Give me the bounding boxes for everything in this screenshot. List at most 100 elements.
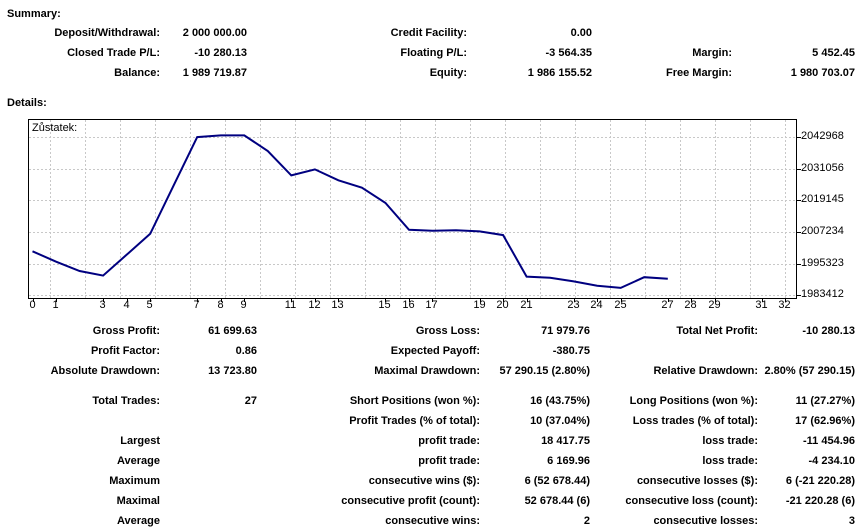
total-net-profit-label: Total Net Profit:: [676, 325, 758, 337]
largest-loss-trade-label: loss trade:: [702, 435, 758, 447]
y-axis-label: 2019145: [801, 192, 844, 205]
credit-facility-label: Credit Facility:: [390, 27, 467, 39]
average-consecutive-losses-value: 3: [848, 515, 855, 527]
margin-value: 5 452.45: [812, 47, 855, 59]
long-positions-value: 11 (27.27%): [795, 395, 855, 407]
consecutive-loss-count-label: consecutive loss (count):: [625, 495, 758, 507]
y-axis-label: 1995323: [801, 256, 844, 269]
stats-row: Average profit trade: 6 169.96 loss trad…: [0, 455, 864, 469]
x-axis-label: 32: [778, 299, 791, 311]
absolute-drawdown-label: Absolute Drawdown:: [50, 365, 160, 377]
x-axis-label: 7: [193, 299, 200, 311]
x-axis-label: 27: [661, 299, 674, 311]
balance-chart-svg: [29, 120, 801, 302]
stats-row: Largest profit trade: 18 417.75 loss tra…: [0, 435, 864, 449]
x-axis-label: 11: [284, 299, 297, 311]
average-loss-trade-value: -4 234.10: [808, 455, 855, 467]
absolute-drawdown-value: 13 723.80: [208, 365, 257, 377]
loss-trades-value: 17 (62.96%): [795, 415, 855, 427]
consecutive-wins-money-value: 6 (52 678.44): [524, 475, 590, 487]
summary-row: Closed Trade P/L: -10 280.13 Floating P/…: [0, 47, 864, 61]
maximum-label: Maximum: [109, 475, 160, 487]
balance-line: [32, 134, 668, 289]
profit-factor-label: Profit Factor:: [90, 345, 160, 357]
details-heading: Details:: [7, 97, 47, 109]
total-net-profit-value: -10 280.13: [802, 325, 855, 337]
x-axis-label: 31: [755, 299, 768, 311]
largest-loss-trade-value: -11 454.96: [803, 435, 855, 447]
stats-row: Maximal consecutive profit (count): 52 6…: [0, 495, 864, 509]
stats-row: Profit Factor: 0.86 Expected Payoff: -38…: [0, 345, 864, 359]
average-consecutive-label: Average: [116, 515, 160, 527]
loss-trades-label: Loss trades (% of total):: [632, 415, 758, 427]
equity-value: 1 986 155.52: [527, 67, 592, 79]
stats-row: Gross Profit: 61 699.63 Gross Loss: 71 9…: [0, 325, 864, 339]
balance-chart: Zůstatek:: [28, 119, 801, 302]
x-axis-label: 3: [99, 299, 106, 311]
balance-label: Balance:: [114, 67, 160, 79]
gross-profit-value: 61 699.63: [208, 325, 257, 337]
profit-trades-value: 10 (37.04%): [530, 415, 590, 427]
deposit-withdrawal-value: 2 000 000.00: [182, 27, 247, 39]
consecutive-profit-count-label: consecutive profit (count):: [341, 495, 480, 507]
floating-pl-label: Floating P/L:: [400, 47, 467, 59]
average-consecutive-losses-label: consecutive losses:: [653, 515, 758, 527]
consecutive-losses-money-label: consecutive losses ($):: [636, 475, 758, 487]
deposit-withdrawal-label: Deposit/Withdrawal:: [54, 27, 160, 39]
profit-factor-value: 0.86: [235, 345, 257, 357]
summary-row: Balance: 1 989 719.87 Equity: 1 986 155.…: [0, 67, 864, 81]
x-axis-label: 25: [614, 299, 627, 311]
stats-row: Profit Trades (% of total): 10 (37.04%) …: [0, 415, 864, 429]
equity-label: Equity:: [429, 67, 467, 79]
long-positions-label: Long Positions (won %):: [629, 395, 758, 407]
x-axis-label: 9: [240, 299, 247, 311]
average-label: Average: [116, 455, 160, 467]
x-axis-label: 8: [217, 299, 224, 311]
y-axis-label: 1983412: [801, 287, 844, 300]
consecutive-wins-money-label: consecutive wins ($):: [368, 475, 480, 487]
y-axis-label: 2042968: [801, 129, 844, 142]
balance-chart-legend: Zůstatek:: [32, 122, 78, 134]
balance-value: 1 989 719.87: [182, 67, 247, 79]
x-axis-label: 13: [331, 299, 344, 311]
y-axis-label: 2031056: [801, 161, 844, 174]
x-axis-label: 28: [684, 299, 697, 311]
average-profit-trade-label: profit trade:: [418, 455, 480, 467]
largest-profit-trade-label: profit trade:: [418, 435, 480, 447]
largest-profit-trade-value: 18 417.75: [541, 435, 590, 447]
x-axis-label: 23: [567, 299, 580, 311]
summary-heading: Summary:: [7, 8, 61, 20]
closed-trade-pl-label: Closed Trade P/L:: [67, 47, 160, 59]
short-positions-label: Short Positions (won %):: [349, 395, 480, 407]
gross-loss-value: 71 979.76: [541, 325, 590, 337]
consecutive-losses-money-value: 6 (-21 220.28): [785, 475, 855, 487]
x-axis-label: 21: [520, 299, 533, 311]
x-axis-label: 12: [308, 299, 321, 311]
consecutive-loss-count-value: -21 220.28 (6): [785, 495, 855, 507]
expected-payoff-value: -380.75: [552, 345, 590, 357]
relative-drawdown-value: 2.80% (57 290.15): [764, 365, 855, 377]
profit-trades-label: Profit Trades (% of total):: [349, 415, 480, 427]
free-margin-label: Free Margin:: [665, 67, 732, 79]
average-consecutive-wins-value: 2: [583, 515, 590, 527]
expected-payoff-label: Expected Payoff:: [390, 345, 480, 357]
x-axis-label: 29: [708, 299, 721, 311]
consecutive-profit-count-value: 52 678.44 (6): [524, 495, 590, 507]
relative-drawdown-label: Relative Drawdown:: [653, 365, 758, 377]
total-trades-label: Total Trades:: [92, 395, 160, 407]
average-consecutive-wins-label: consecutive wins:: [385, 515, 480, 527]
x-axis-label: 4: [123, 299, 130, 311]
floating-pl-value: -3 564.35: [545, 47, 592, 59]
stats-row: Absolute Drawdown: 13 723.80 Maximal Dra…: [0, 365, 864, 379]
free-margin-value: 1 980 703.07: [790, 67, 855, 79]
y-axis-label: 2007234: [801, 224, 844, 237]
stats-row: Average consecutive wins: 2 consecutive …: [0, 515, 864, 529]
x-axis-label: 1: [52, 299, 59, 311]
x-axis-label: 0: [29, 299, 36, 311]
gross-loss-label: Gross Loss:: [415, 325, 480, 337]
average-profit-trade-value: 6 169.96: [547, 455, 590, 467]
short-positions-value: 16 (43.75%): [530, 395, 590, 407]
x-axis-label: 5: [146, 299, 153, 311]
x-axis-label: 19: [473, 299, 486, 311]
